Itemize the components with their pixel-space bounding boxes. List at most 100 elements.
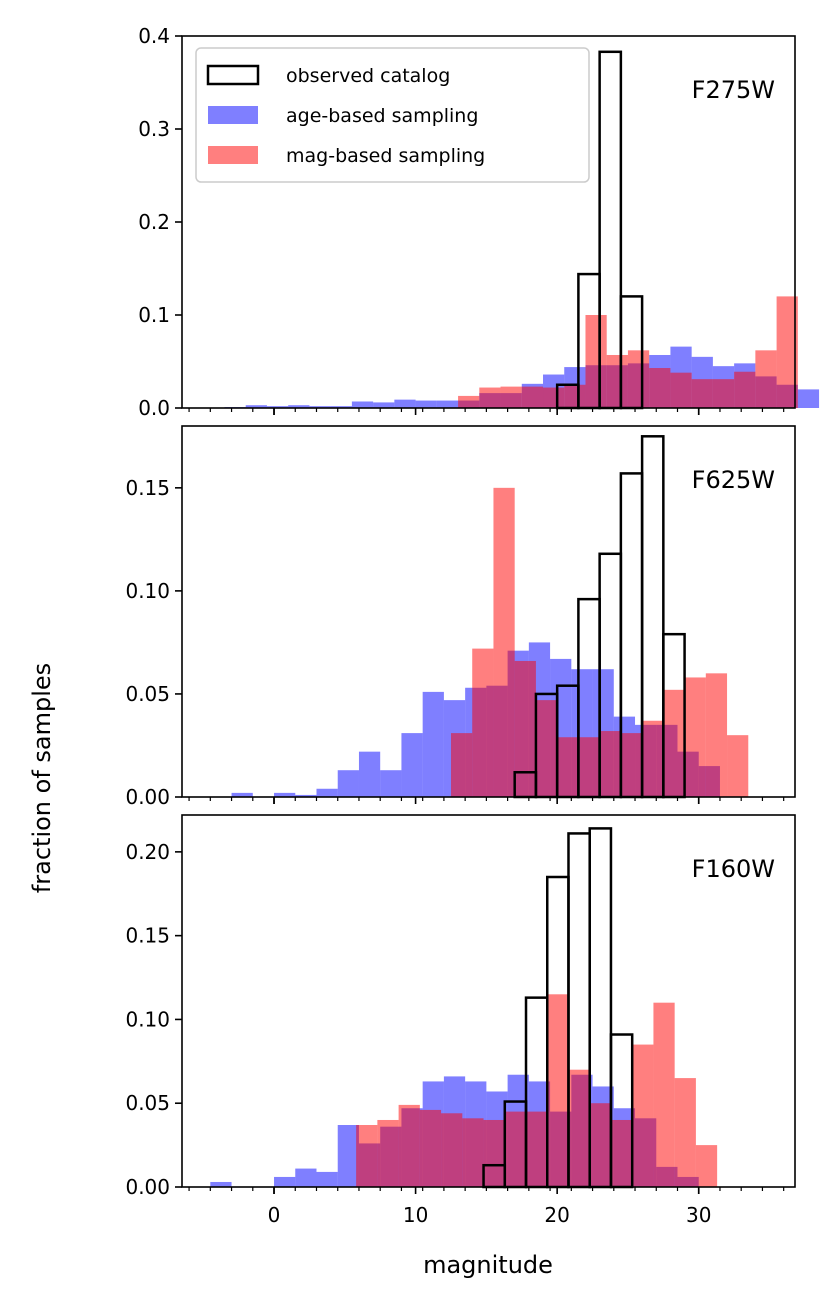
y-tick-label: 0.4 — [138, 24, 170, 48]
age-bar — [274, 1176, 296, 1187]
mag-bar — [419, 1109, 442, 1187]
mag-bar — [521, 386, 544, 408]
legend: observed catalog age-based sampling mag-ba… — [195, 47, 590, 183]
panel-f625w: 0.00 0.05 0.10 0.15 F625W — [125, 425, 796, 809]
mag-bar — [632, 1044, 654, 1187]
mag-bar — [589, 1103, 611, 1187]
mag-bar — [606, 354, 628, 408]
age-bar — [330, 406, 352, 408]
mag-bar — [450, 733, 473, 797]
mag-bar — [514, 660, 536, 797]
axes-frame — [181, 814, 796, 1188]
mag-bar — [462, 1118, 484, 1187]
mag-bar — [543, 387, 565, 408]
mag-bar — [674, 1078, 696, 1187]
y-axis-title: fraction of samples — [28, 663, 56, 893]
age-bar — [231, 792, 253, 797]
mag-bar — [705, 673, 728, 797]
mag-bar — [479, 387, 501, 408]
mag-bar — [557, 737, 579, 797]
y-tick-label: 0.1 — [138, 303, 170, 327]
y-tick-label: 0.05 — [125, 682, 170, 706]
mag-bar — [504, 1111, 527, 1187]
mag-bar — [500, 386, 522, 408]
y-tick-label: 0.00 — [125, 1175, 170, 1199]
legend-swatch-observed — [206, 64, 260, 86]
mag-bar — [670, 372, 692, 408]
legend-label-age: age-based sampling — [286, 105, 478, 127]
y-tick-label: 0.15 — [125, 476, 170, 500]
mag-bar — [472, 648, 494, 797]
mag-bar — [377, 1119, 399, 1187]
mag-bar — [691, 379, 713, 408]
x-tick-label: 10 — [403, 1203, 428, 1227]
mag-bar — [642, 720, 664, 797]
mag-bar — [712, 379, 735, 408]
x-tick-label: 30 — [686, 1203, 711, 1227]
x-axis-title: magnitude — [423, 1251, 553, 1279]
y-tick-label: 0.05 — [125, 1091, 170, 1115]
panel-filter-label: F160W — [692, 855, 775, 883]
mag-bar — [663, 689, 685, 797]
legend-box — [195, 47, 590, 183]
age-bar — [337, 770, 359, 797]
age-bar — [422, 691, 444, 797]
mag-bar — [356, 1125, 378, 1187]
age-bar — [436, 400, 459, 408]
age-bar — [309, 406, 331, 408]
mag-bar — [776, 296, 798, 408]
x-tick-label: 0 — [268, 1203, 281, 1227]
panel-f160w: 0.00 0.05 0.10 0.15 0.20 F160W 0 10 20 30 — [125, 814, 796, 1227]
mag-bar — [599, 731, 621, 797]
y-tick-label: 0.2 — [138, 210, 170, 234]
age-bar — [394, 399, 416, 408]
mag-bar — [535, 700, 558, 797]
panel-filter-label: F625W — [692, 466, 775, 494]
mag-bar — [695, 1145, 718, 1187]
mag-bar — [627, 350, 650, 408]
age-bar — [415, 400, 437, 408]
age-bar — [316, 788, 338, 797]
mag-bar — [493, 487, 515, 797]
mag-bar — [610, 1119, 633, 1187]
mag-bar — [653, 1002, 675, 1187]
mag-bar — [755, 350, 777, 408]
age-bar — [337, 1125, 359, 1187]
legend-swatch-age — [208, 106, 258, 124]
y-tick-label: 0.15 — [125, 924, 170, 948]
mag-bar — [734, 371, 756, 408]
mag-bar — [564, 384, 586, 408]
mag-bar — [526, 1111, 548, 1187]
age-bar — [358, 751, 381, 797]
mag-bar — [547, 994, 569, 1187]
axes-frame — [181, 425, 796, 798]
mag-bar — [458, 395, 480, 408]
x-tick-label: 20 — [544, 1203, 569, 1227]
mag-bar — [483, 1119, 505, 1187]
legend-swatch-mag — [208, 146, 258, 164]
panel-f275w: 0.0 0.1 0.2 0.3 0.4 F275W — [138, 24, 820, 420]
age-bar — [295, 794, 317, 797]
mag-bar — [727, 735, 749, 797]
age-bar — [316, 1171, 338, 1187]
y-tick-label: 0.3 — [138, 117, 170, 141]
mag-bar — [585, 315, 607, 408]
legend-label-mag: mag-based sampling — [286, 145, 485, 167]
age-bar — [380, 770, 402, 797]
mag-bar — [620, 733, 643, 797]
age-bar — [351, 401, 374, 408]
age-bar — [288, 405, 310, 408]
age-bar — [373, 402, 395, 408]
age-bar — [210, 1181, 232, 1187]
age-bar — [266, 406, 289, 408]
age-bar — [295, 1168, 317, 1187]
age-bar — [245, 405, 267, 408]
mag-bar — [684, 677, 706, 797]
mag-bar — [398, 1104, 420, 1187]
y-tick-label: 0.0 — [138, 396, 170, 420]
age-bar — [274, 792, 296, 797]
y-tick-label: 0.10 — [125, 579, 170, 603]
mag-bar — [578, 737, 600, 797]
age-bar — [401, 733, 423, 797]
